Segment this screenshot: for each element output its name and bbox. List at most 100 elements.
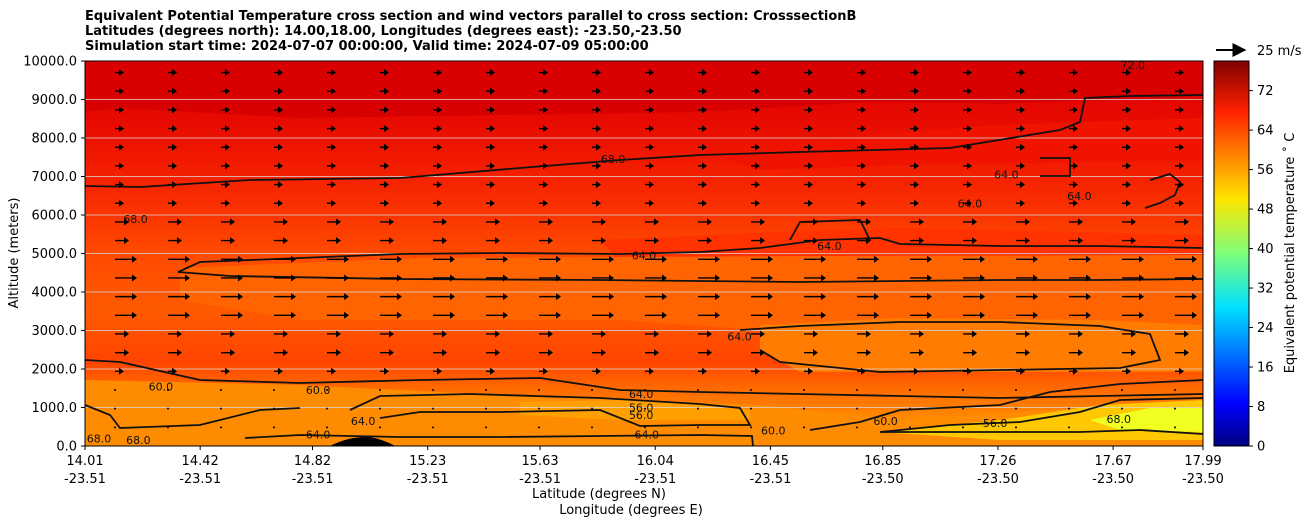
wind-vector [380, 330, 394, 338]
wind-vector [857, 255, 879, 263]
field-orange-layer [180, 255, 1203, 330]
wind-vector [856, 426, 858, 429]
wind-vector [486, 274, 508, 282]
wind-vector [1122, 330, 1136, 338]
wind-vector [115, 330, 129, 338]
wind-vector [380, 106, 389, 114]
wind-vector [432, 388, 434, 391]
contour-64-closed-far-right [1144, 173, 1182, 209]
contour-label: 64.0 [351, 415, 376, 428]
colorbar-tick-label: 72 [1257, 84, 1274, 99]
contour-64-closed-right [1040, 157, 1071, 177]
wind-vector [591, 407, 593, 410]
wind-vector [750, 426, 752, 429]
colorbar-tick-label: 8 [1257, 400, 1265, 415]
wind-vector [910, 69, 919, 77]
wind-vector [963, 87, 972, 95]
wind-vector [963, 367, 972, 375]
contour-label: 64.0 [727, 330, 752, 343]
wind-vector [274, 162, 283, 170]
wind-vector [115, 87, 124, 95]
wind-vector [538, 388, 540, 391]
wind-vector [698, 143, 707, 151]
wind-vector [221, 69, 230, 77]
wind-vector [539, 181, 548, 189]
wind-vector [698, 330, 712, 338]
wind-vector [857, 311, 879, 319]
wind-vector [856, 407, 858, 410]
wind-vector [1069, 106, 1078, 114]
wind-vector [539, 311, 561, 319]
wind-vector [486, 311, 508, 319]
wind-vector [486, 181, 495, 189]
wind-reference-label: 25 m/s [1257, 44, 1302, 59]
x-tick-label-lat: 15.63 [521, 454, 558, 469]
wind-vector [433, 255, 455, 263]
colorbar-tick-label: 0 [1257, 440, 1265, 455]
wind-vector [803, 426, 805, 429]
wind-vector [910, 181, 919, 189]
y-tick-label: 2000.0 [32, 363, 78, 378]
wind-vector [857, 106, 866, 114]
wind-vector [485, 388, 487, 391]
wind-vector [1069, 162, 1078, 170]
wind-vector [168, 367, 177, 375]
wind-vector [539, 69, 548, 77]
wind-vector [115, 237, 129, 245]
wind-vector [1175, 125, 1184, 133]
wind-vector [432, 426, 434, 429]
wind-vector [910, 218, 924, 226]
wind-vector [168, 181, 177, 189]
y-tick-label: 8000.0 [32, 132, 78, 147]
wind-vector [327, 162, 336, 170]
wind-vector [380, 181, 389, 189]
wind-vector [221, 199, 230, 207]
wind-vector [168, 106, 177, 114]
wind-vector [115, 255, 137, 263]
wind-vector [592, 293, 614, 301]
wind-vector [538, 407, 540, 410]
y-tick-label: 6000.0 [32, 209, 78, 224]
wind-vector [114, 426, 116, 429]
wind-vector [274, 199, 283, 207]
wind-vector [751, 274, 773, 282]
wind-vector [539, 330, 553, 338]
wind-vector [486, 106, 495, 114]
wind-vector [1121, 407, 1123, 410]
wind-vector [539, 218, 553, 226]
contour-60-right [809, 379, 1203, 431]
colorbar-frame [1213, 60, 1250, 447]
wind-vector [114, 388, 116, 391]
wind-vector [804, 162, 813, 170]
wind-vector [751, 181, 760, 189]
field-upper-patch [700, 118, 1203, 170]
wind-vector [433, 349, 447, 357]
wind-vector [1016, 162, 1025, 170]
wind-vector [380, 237, 394, 245]
wind-vector [433, 330, 447, 338]
wind-vector [698, 106, 707, 114]
y-tick-label: 7000.0 [32, 170, 78, 185]
x-tick-label-lon: -23.50 [1092, 472, 1134, 487]
wind-vector [963, 293, 985, 301]
wind-vector [1069, 143, 1078, 151]
wind-vector [1069, 349, 1083, 357]
wind-vector [380, 255, 402, 263]
wind-vector [327, 255, 349, 263]
wind-vector [1122, 311, 1144, 319]
wind-vector [168, 330, 182, 338]
wind-vector [274, 255, 296, 263]
wind-vector [433, 367, 442, 375]
x-tick-label-lat: 17.99 [1184, 454, 1221, 469]
wind-vector [1016, 367, 1025, 375]
wind-vector [1016, 293, 1038, 301]
wind-vector [1015, 426, 1017, 429]
contour-label: 64.0 [1067, 190, 1092, 203]
wind-vector [1069, 255, 1091, 263]
wind-vector [114, 407, 116, 410]
wind-vector [115, 69, 124, 77]
wind-vector [910, 274, 932, 282]
x-tick-label-lon: -23.51 [407, 472, 449, 487]
wind-vector [1175, 162, 1184, 170]
wind-vector [274, 349, 288, 357]
